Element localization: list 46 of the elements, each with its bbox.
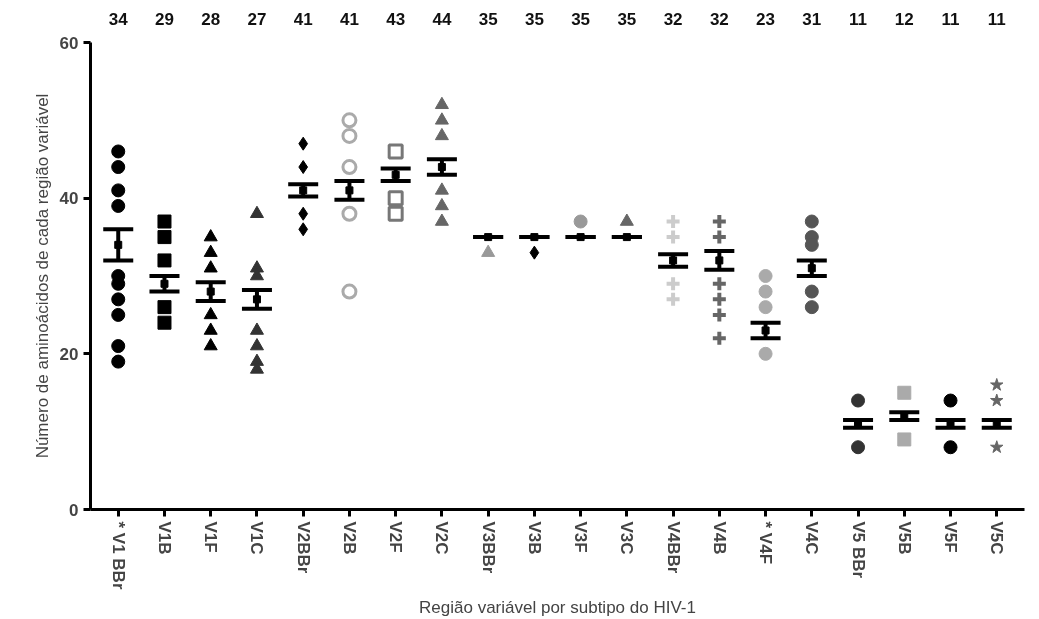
text: 32 xyxy=(709,10,729,30)
x-tick-label: V3F xyxy=(571,521,591,553)
x-tick-label: V3BBr xyxy=(478,521,498,574)
text: 29 xyxy=(155,10,174,30)
text: 32 xyxy=(663,10,683,30)
x-tick-label: V2BBr xyxy=(293,521,313,574)
x-tick-label: V3C xyxy=(617,521,637,555)
text: 35 xyxy=(478,10,498,30)
x-tick-label: V2C xyxy=(432,521,452,555)
text: 28 xyxy=(201,10,221,30)
text: 11 xyxy=(849,10,868,30)
text: 35 xyxy=(617,10,637,30)
x-tick-label: * V1 BBr xyxy=(108,521,128,590)
text: 11 xyxy=(941,10,960,30)
text: 43 xyxy=(386,10,406,30)
text: 27 xyxy=(247,10,267,30)
text: 41 xyxy=(293,10,313,30)
y-tick-label: 40 xyxy=(59,189,79,209)
text: 44 xyxy=(432,10,452,30)
text: 34 xyxy=(108,10,129,30)
x-tick-label: V1C xyxy=(247,521,267,555)
x-tick-label: * V4F xyxy=(756,521,776,565)
x-tick-label: V5C xyxy=(987,521,1007,555)
x-tick-label: V1F xyxy=(201,521,221,553)
x-tick-label: V4B xyxy=(709,521,729,555)
x-axis-title: Região variável por subtipo do HIV-1 xyxy=(419,597,696,617)
text: 12 xyxy=(894,10,914,30)
x-tick-label: V2F xyxy=(386,521,406,553)
x-tick-label: V5F xyxy=(941,521,961,553)
text: 35 xyxy=(571,10,591,30)
x-tick-label: V2B xyxy=(339,521,359,555)
text: 23 xyxy=(756,10,776,30)
text: 11 xyxy=(987,10,1006,30)
x-tick-label: V4BBr xyxy=(663,521,683,574)
y-tick-label: 0 xyxy=(69,500,79,520)
text: 31 xyxy=(802,10,822,30)
x-tick-label: V5B xyxy=(894,521,914,555)
x-tick-label: V5 BBr xyxy=(848,521,868,579)
y-axis-title: Número de aminoácidos de cada região variável xyxy=(32,93,52,459)
y-tick-label: 20 xyxy=(59,344,79,364)
y-tick-label: 60 xyxy=(59,33,79,53)
x-tick-label: V1B xyxy=(154,521,174,555)
text: 41 xyxy=(339,10,359,30)
x-tick-label: V4C xyxy=(802,521,822,555)
text: 35 xyxy=(524,10,544,30)
x-tick-label: V3B xyxy=(524,521,544,555)
